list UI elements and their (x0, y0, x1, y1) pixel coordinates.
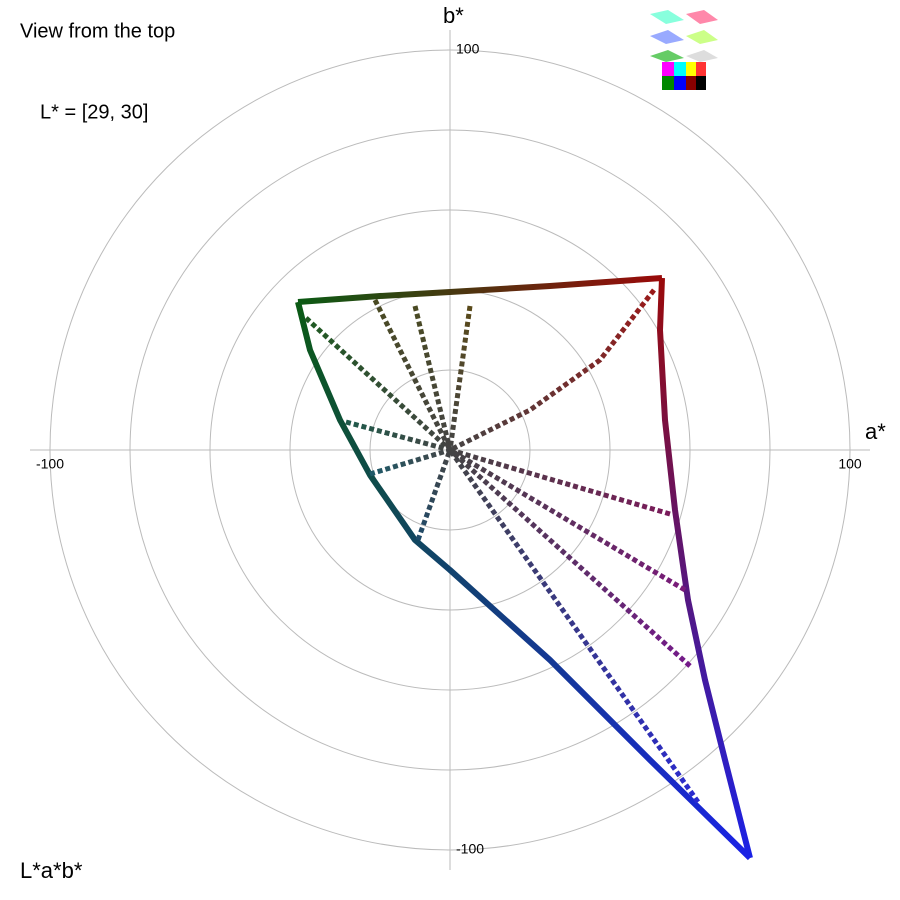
icon-shape (674, 62, 686, 76)
legend-icon (650, 10, 718, 90)
chart-subtitle: L* = [29, 30] (40, 101, 148, 123)
gamut-line (295, 301, 753, 861)
gamut-line (345, 419, 451, 453)
gamut-line (369, 447, 451, 477)
icon-shape (696, 62, 706, 76)
icon-shape (674, 76, 686, 90)
gamut-line (657, 277, 753, 859)
chart-title: View from the top (20, 20, 175, 42)
gamut-line (448, 288, 656, 453)
icon-shape (696, 76, 706, 90)
gamut-line (297, 275, 663, 305)
y-tick-label: -100 (456, 841, 484, 857)
gamut-line (448, 448, 692, 668)
icon-shape (650, 10, 684, 24)
gamut-line (412, 305, 453, 451)
icon-shape (686, 30, 718, 44)
icon-shape (686, 50, 718, 62)
y-axis-label: b* (443, 3, 464, 28)
x-axis-label: a* (865, 419, 886, 444)
icon-shape (686, 62, 696, 76)
gamut-line (304, 316, 452, 452)
corner-label: L*a*b* (20, 858, 83, 883)
icon-shape (650, 30, 684, 44)
x-tick-label: -100 (36, 456, 64, 472)
gamut-line (447, 448, 701, 804)
icon-shape (662, 76, 674, 90)
gamut-line (372, 298, 453, 452)
x-tick-label: 100 (838, 456, 862, 472)
icon-shape (686, 76, 696, 90)
icon-shape (662, 62, 674, 76)
icon-shape (686, 10, 718, 24)
gamut-line (448, 447, 687, 593)
y-tick-label: 100 (456, 41, 480, 57)
gamut-line (449, 447, 671, 517)
gamut-line (447, 305, 473, 451)
gamut-line (415, 449, 453, 541)
icon-shape (650, 50, 684, 62)
